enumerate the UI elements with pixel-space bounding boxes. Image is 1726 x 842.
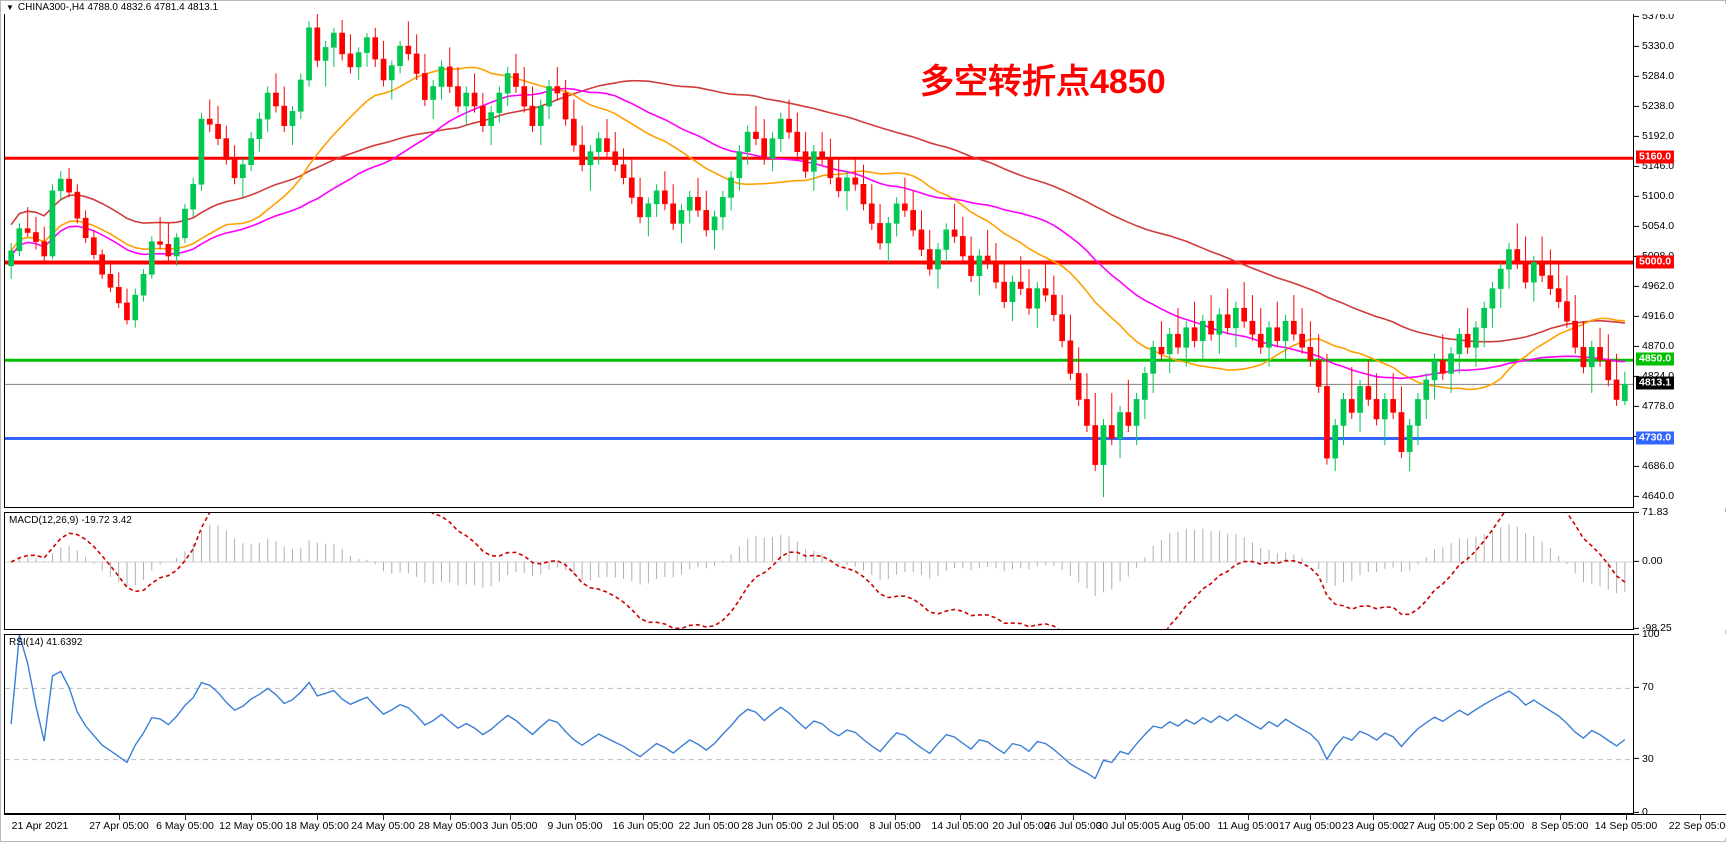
time-label: 30 Jul 05:00	[1096, 820, 1154, 832]
price-tick-5054.0: 5054.0	[1634, 220, 1674, 232]
time-tick	[1434, 815, 1435, 820]
price-level-tag-5160.0[interactable]: 5160.0	[1636, 150, 1675, 164]
time-label: 21 Apr 2021	[11, 820, 69, 832]
time-tick	[1310, 815, 1311, 820]
price-tick-4686.0: 4686.0	[1634, 460, 1674, 472]
time-tick	[960, 815, 961, 820]
time-tick	[709, 815, 710, 820]
macd-tick-0.00: 0.00	[1634, 555, 1662, 567]
time-tick	[317, 815, 318, 820]
time-label: 2 Jul 05:00	[807, 820, 859, 832]
rsi-plot	[5, 635, 1633, 780]
time-tick	[185, 815, 186, 820]
time-tick	[1560, 815, 1561, 820]
time-tick	[772, 815, 773, 820]
time-label: 24 May 05:00	[351, 820, 415, 832]
price-level-tag-5000.0[interactable]: 5000.0	[1636, 255, 1675, 269]
time-label: 12 May 05:00	[219, 820, 283, 832]
time-label: 11 Aug 05:00	[1217, 820, 1279, 832]
time-label: 27 Aug 05:00	[1403, 820, 1465, 832]
price-tick-5238.0: 5238.0	[1634, 100, 1674, 112]
rsi-tick-100: 100	[1634, 628, 1660, 640]
price-tick-4962.0: 4962.0	[1634, 280, 1674, 292]
time-label: 9 Jun 05:00	[547, 820, 603, 832]
price-tick-4870.0: 4870.0	[1634, 340, 1674, 352]
time-tick	[1182, 815, 1183, 820]
time-label: 28 May 05:00	[418, 820, 482, 832]
price-tick-4778.0: 4778.0	[1634, 400, 1674, 412]
price-scale[interactable]: 5376.0 5330.0 5284.0 5238.0 5192.0 5146.0 5100…	[1634, 4, 1726, 508]
rsi-scale[interactable]: 100 70 30 0	[1634, 628, 1726, 818]
chart-header: ▼ CHINA300-,H4 4788.0 4832.6 4781.4 4813…	[1, 1, 1725, 14]
time-tick	[895, 815, 896, 820]
price-plot	[5, 8, 1633, 498]
time-label: 22 Sep 05:00	[1668, 820, 1726, 832]
time-tick	[1248, 815, 1249, 820]
time-tick	[1626, 815, 1627, 820]
annotation-text: 多空转折点4850	[920, 63, 1166, 101]
rsi-tick-30: 30	[1634, 752, 1654, 765]
macd-scale[interactable]: 71.83 0.00 -98.25	[1634, 506, 1726, 634]
time-tick	[1373, 815, 1374, 820]
price-pane[interactable]	[4, 4, 1634, 508]
time-axis[interactable]: 21 Apr 2021 27 Apr 05:00 6 May 05:00 12 May…	[4, 814, 1726, 838]
time-label: 17 Aug 05:00	[1279, 820, 1341, 832]
rsi-tick-0: 0	[1634, 806, 1648, 818]
time-label: 20 Jul 05:00	[992, 820, 1050, 832]
time-label: 23 Aug 05:00	[1342, 820, 1404, 832]
time-tick	[383, 815, 384, 820]
time-tick	[1021, 815, 1022, 820]
rsi-label: RSI(14) 41.6392	[9, 637, 83, 648]
time-label: 22 Jun 05:00	[678, 820, 740, 832]
chevron-down-icon[interactable]: ▼	[6, 2, 14, 12]
price-tick-5330.0: 5330.0	[1634, 40, 1674, 52]
last-price-tag[interactable]: 4813.1	[1636, 376, 1675, 390]
price-tick-5192.0: 5192.0	[1634, 130, 1674, 142]
macd-plot	[5, 513, 1633, 629]
rsi-pane[interactable]: RSI(14) 41.6392	[4, 634, 1634, 814]
time-tick	[643, 815, 644, 820]
time-label: 18 May 05:00	[285, 820, 349, 832]
price-tick-4640.0: 4640.0	[1634, 490, 1674, 502]
time-label: 14 Sep 05:00	[1594, 820, 1658, 832]
rsi-tick-70: 70	[1634, 681, 1654, 694]
time-label: 2 Sep 05:00	[1467, 820, 1525, 832]
time-label: 3 Jun 05:00	[482, 820, 538, 832]
symbol-info: CHINA300-,H4 4788.0 4832.6 4781.4 4813.1	[17, 2, 219, 13]
time-tick	[575, 815, 576, 820]
time-tick	[450, 815, 451, 820]
time-label: 8 Sep 05:00	[1531, 820, 1589, 832]
price-tick-5100.0: 5100.0	[1634, 190, 1674, 202]
price-level-tag-4730.0[interactable]: 4730.0	[1636, 431, 1675, 445]
price-tick-5284.0: 5284.0	[1634, 70, 1674, 82]
price-level-tag-4850.0[interactable]: 4850.0	[1636, 352, 1675, 366]
time-label: 16 Jun 05:00	[612, 820, 674, 832]
macd-label: MACD(12,26,9) -19.72 3.42	[9, 515, 132, 526]
time-label: 26 Jul 05:00	[1044, 820, 1102, 832]
macd-pane[interactable]: MACD(12,26,9) -19.72 3.42	[4, 512, 1634, 630]
time-tick	[1700, 815, 1701, 820]
price-tick-4916.0: 4916.0	[1634, 310, 1674, 322]
time-tick	[510, 815, 511, 820]
macd-tick--98.25: -98.25	[1634, 622, 1672, 634]
time-label: 14 Jul 05:00	[931, 820, 989, 832]
time-tick	[119, 815, 120, 820]
time-tick	[1073, 815, 1074, 820]
macd-tick-71.83: 71.83	[1634, 506, 1668, 518]
time-label: 8 Jul 05:00	[869, 820, 921, 832]
time-tick	[1496, 815, 1497, 820]
time-tick	[833, 815, 834, 820]
time-label: 27 Apr 05:00	[89, 820, 149, 832]
time-label: 28 Jun 05:00	[741, 820, 803, 832]
time-label: 6 May 05:00	[156, 820, 214, 832]
time-label: 5 Aug 05:00	[1153, 820, 1211, 832]
time-tick	[1125, 815, 1126, 820]
time-tick	[251, 815, 252, 820]
